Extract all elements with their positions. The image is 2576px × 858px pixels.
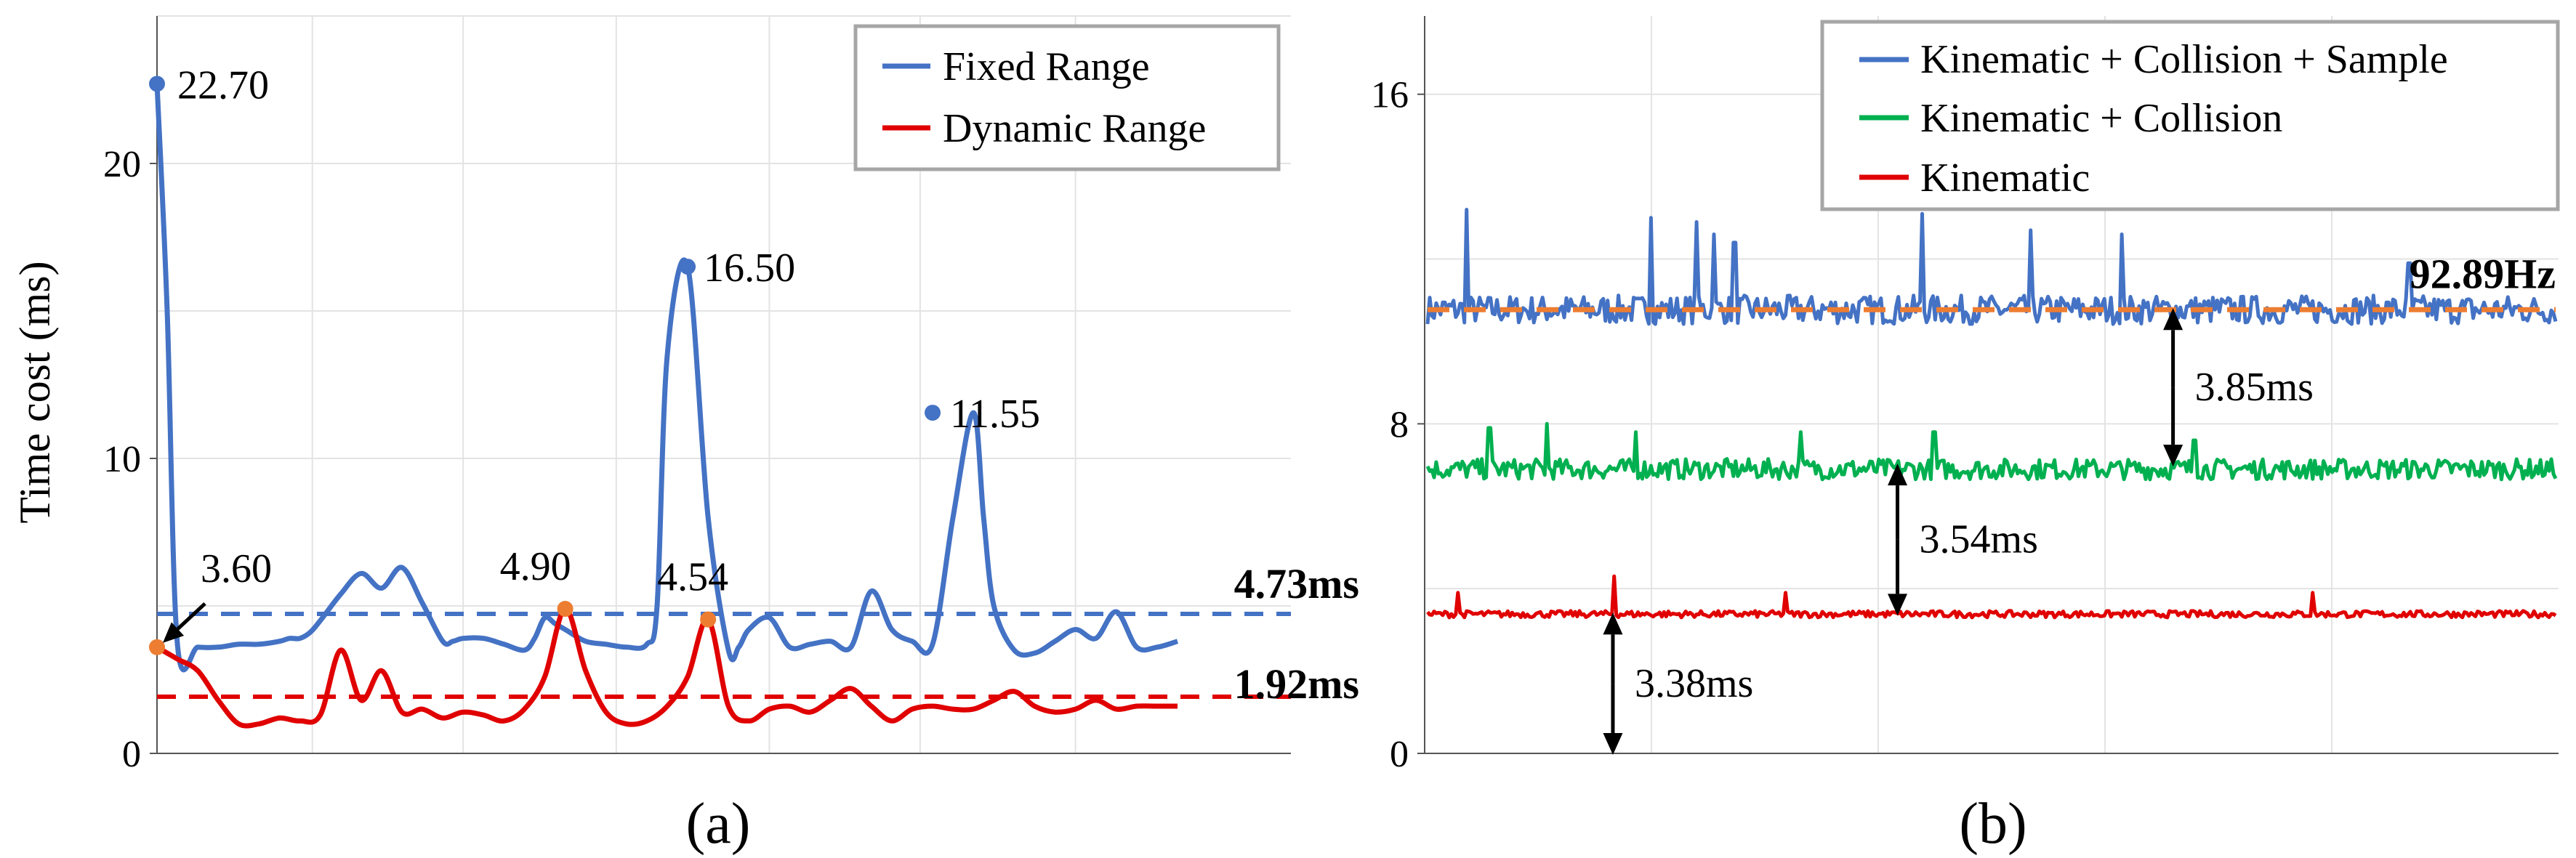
panel-b-series-line-2 — [1426, 574, 2557, 620]
panel-b-gap-arrow-up-1-head — [1888, 464, 1908, 486]
panel-b-mean-label: 92.89Hz — [2410, 250, 2556, 297]
panel-b-gridlines — [1425, 16, 2559, 753]
panel-a-y-ticks: 0 10 20 — [103, 144, 157, 775]
panel-a-annotation-point-3 — [680, 259, 696, 275]
panel-a-annotation-label-3: 16.50 — [704, 246, 795, 291]
panel-b-ytick-label-16: 16 — [1371, 75, 1409, 116]
panel-b-series — [1425, 208, 2558, 620]
legend-k-label: Kinematic — [1920, 155, 2090, 201]
panel-b-gap-annotations: 3.85ms 3.54ms 3.38ms — [1603, 308, 2314, 755]
panel-b-ytick-label-8: 8 — [1390, 404, 1409, 445]
panel-a-annotation-arrow-shaft — [176, 602, 206, 631]
panel-a-reference-label-0: 4.73ms — [1234, 560, 1359, 607]
panel-a: 0 10 20 Time cost (ms) 4.73ms 1.92ms 22.70 3… — [11, 15, 1359, 856]
panel-b-ytick-label-0: 0 — [1390, 734, 1409, 775]
panel-a-reference-lines: 4.73ms 1.92ms — [157, 560, 1359, 708]
panel-a-ytick-label-20: 20 — [103, 144, 141, 185]
panel-a-annotation-label-2: 4.90 — [500, 544, 571, 589]
legend-kc-label: Kinematic + Collision — [1920, 96, 2282, 141]
panel-a-legend-box — [853, 24, 1281, 171]
panel-b-series-line-0 — [1425, 208, 2558, 326]
panel-b-gap-label-2: 3.38ms — [1635, 661, 1753, 706]
panel-b-gap-arrow-down-1-head — [1888, 594, 1908, 616]
panel-a-ytick-label-0: 0 — [122, 734, 141, 775]
legend-fixed-range-label: Fixed Range — [943, 44, 1150, 89]
panel-b: 0 8 16 92.89Hz 3.85ms 3.54ms 3.38ms Kinemati… — [1371, 16, 2560, 856]
panel-a-ytick-label-10: 10 — [103, 439, 141, 480]
panel-b-legend: Kinematic + Collision + Sample Kinematic… — [1820, 20, 2560, 211]
panel-a-annotation-label-1: 3.60 — [201, 546, 272, 591]
panel-b-gap-arrow-down-2-head — [1603, 733, 1623, 755]
panel-b-mean-line: 92.89Hz — [1428, 250, 2556, 312]
panel-a-series — [154, 84, 1179, 729]
panel-b-gap-arrow-up-2-head — [1603, 612, 1623, 635]
panel-a-annotations: 22.70 3.60 4.90 16.50 4.54 11.55 — [149, 62, 1040, 655]
panel-a-annotation-point-5 — [925, 405, 941, 421]
panel-b-caption: (b) — [1959, 792, 2026, 856]
panel-a-caption: (a) — [686, 792, 751, 856]
panel-a-annotation-label-4: 4.54 — [657, 555, 728, 600]
panel-a-annotation-point-0 — [149, 76, 165, 92]
panel-b-gap-arrow-up-0-head — [2163, 308, 2183, 331]
panel-a-annotation-label-0: 22.70 — [177, 62, 269, 108]
panel-b-legend-box — [1820, 20, 2560, 211]
panel-a-series-line-0 — [154, 84, 1179, 673]
panel-a-series-line-1 — [156, 606, 1178, 729]
panel-a-legend: Fixed Range Dynamic Range — [853, 24, 1281, 171]
panel-a-y-axis-label: Time cost (ms) — [11, 261, 59, 523]
panel-b-gap-label-1: 3.54ms — [1920, 517, 2038, 562]
panel-a-annotation-arrow-head — [163, 622, 185, 643]
panel-b-y-ticks: 0 8 16 — [1371, 75, 1425, 775]
panel-b-gap-label-0: 3.85ms — [2195, 365, 2314, 410]
panel-a-annotation-point-1 — [149, 639, 165, 655]
panel-a-annotation-point-4 — [700, 611, 717, 628]
panel-a-reference-label-1: 1.92ms — [1234, 660, 1359, 708]
panel-b-gap-arrow-down-0-head — [2163, 445, 2183, 467]
legend-kcs-label: Kinematic + Collision + Sample — [1920, 37, 2448, 82]
panel-b-series-line-1 — [1425, 421, 2558, 482]
panel-a-annotation-point-2 — [557, 601, 573, 618]
panel-a-annotation-label-5: 11.55 — [950, 392, 1040, 437]
legend-dynamic-range-label: Dynamic Range — [943, 106, 1206, 151]
